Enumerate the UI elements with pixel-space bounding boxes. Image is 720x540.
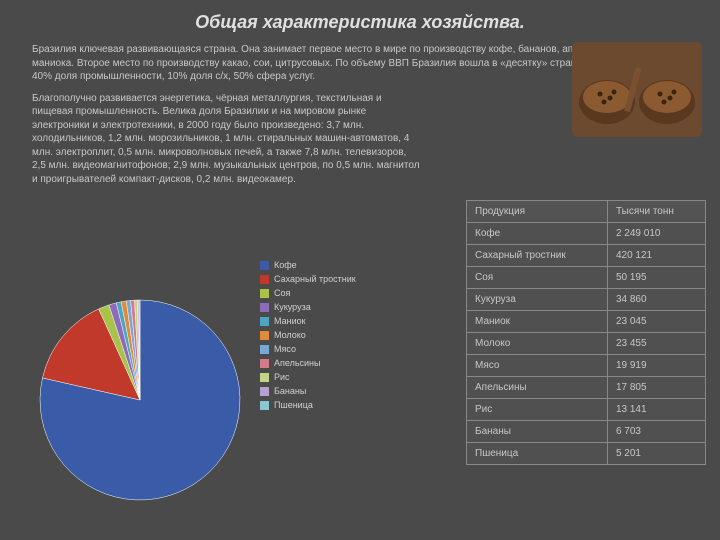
legend-swatch	[260, 331, 269, 340]
legend-label: Сахарный тростник	[274, 274, 356, 284]
table-cell: 13 141	[607, 399, 705, 421]
legend-item: Пшеница	[260, 400, 356, 410]
legend-swatch	[260, 345, 269, 354]
table-cell: Пшеница	[467, 443, 608, 465]
table-cell: 2 249 010	[607, 223, 705, 245]
coffee-photo	[572, 42, 702, 137]
legend-label: Апельсины	[274, 358, 321, 368]
legend-swatch	[260, 275, 269, 284]
pie-chart	[30, 290, 250, 510]
legend-swatch	[260, 303, 269, 312]
legend-label: Рис	[274, 372, 290, 382]
legend-swatch	[260, 261, 269, 270]
table-row: Апельсины17 805	[467, 377, 706, 399]
legend-swatch	[260, 289, 269, 298]
table-header-cell: Продукция	[467, 201, 608, 223]
table-cell: 23 045	[607, 311, 705, 333]
legend-label: Пшеница	[274, 400, 313, 410]
legend-label: Маниок	[274, 316, 306, 326]
table-row: Сахарный тростник420 121	[467, 245, 706, 267]
table-row: Соя50 195	[467, 267, 706, 289]
table-row: Молоко23 455	[467, 333, 706, 355]
table-cell: Соя	[467, 267, 608, 289]
table-row: Пшеница5 201	[467, 443, 706, 465]
table-row: Бананы6 703	[467, 421, 706, 443]
table-row: Рис13 141	[467, 399, 706, 421]
table-cell: 34 860	[607, 289, 705, 311]
legend-item: Мясо	[260, 344, 356, 354]
legend-item: Кукуруза	[260, 302, 356, 312]
table-row: Маниок23 045	[467, 311, 706, 333]
legend-label: Кофе	[274, 260, 297, 270]
table-cell: Молоко	[467, 333, 608, 355]
table-row: Мясо19 919	[467, 355, 706, 377]
legend-label: Бананы	[274, 386, 306, 396]
chart-legend: Кофе Сахарный тростник Соя Кукуруза Маниок Мо…	[260, 260, 356, 414]
table-cell: 50 195	[607, 267, 705, 289]
table-cell: 420 121	[607, 245, 705, 267]
page-title: Общая характеристика хозяйства.	[0, 0, 720, 43]
table-cell: Бананы	[467, 421, 608, 443]
table-header-cell: Тысячи тонн	[607, 201, 705, 223]
table-cell: Сахарный тростник	[467, 245, 608, 267]
table-cell: Рис	[467, 399, 608, 421]
legend-item: Кофе	[260, 260, 356, 270]
legend-label: Молоко	[274, 330, 306, 340]
legend-swatch	[260, 359, 269, 368]
legend-item: Апельсины	[260, 358, 356, 368]
production-table: ПродукцияТысячи тоннКофе2 249 010Сахарны…	[466, 200, 706, 465]
table-cell: Маниок	[467, 311, 608, 333]
table-cell: Апельсины	[467, 377, 608, 399]
legend-item: Соя	[260, 288, 356, 298]
legend-label: Соя	[274, 288, 290, 298]
table-cell: 17 805	[607, 377, 705, 399]
table-cell: Кофе	[467, 223, 608, 245]
table-row: Кукуруза34 860	[467, 289, 706, 311]
table-row: Кофе2 249 010	[467, 223, 706, 245]
table-cell: 19 919	[607, 355, 705, 377]
table-cell: 6 703	[607, 421, 705, 443]
legend-item: Маниок	[260, 316, 356, 326]
table-cell: 23 455	[607, 333, 705, 355]
legend-item: Сахарный тростник	[260, 274, 356, 284]
table-cell: Мясо	[467, 355, 608, 377]
legend-item: Рис	[260, 372, 356, 382]
legend-item: Бананы	[260, 386, 356, 396]
table-cell: Кукуруза	[467, 289, 608, 311]
legend-swatch	[260, 387, 269, 396]
table-cell: 5 201	[607, 443, 705, 465]
legend-swatch	[260, 373, 269, 382]
pie-chart-area: КофеСахарный тростникСояКукурузаМаниокМо…	[30, 290, 390, 520]
legend-label: Кукуруза	[274, 302, 311, 312]
legend-item: Молоко	[260, 330, 356, 340]
legend-label: Мясо	[274, 344, 296, 354]
legend-swatch	[260, 401, 269, 410]
legend-swatch	[260, 317, 269, 326]
